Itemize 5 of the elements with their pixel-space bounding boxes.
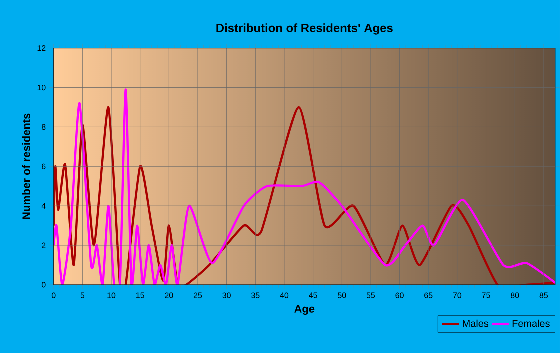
chart-title: Distribution of Residents' Ages: [216, 24, 393, 35]
legend-label: Males: [463, 320, 489, 328]
x-axis-title: Age: [294, 305, 315, 316]
legend-label: Females: [512, 320, 550, 328]
y-axis-title: Number of residents: [22, 114, 30, 220]
